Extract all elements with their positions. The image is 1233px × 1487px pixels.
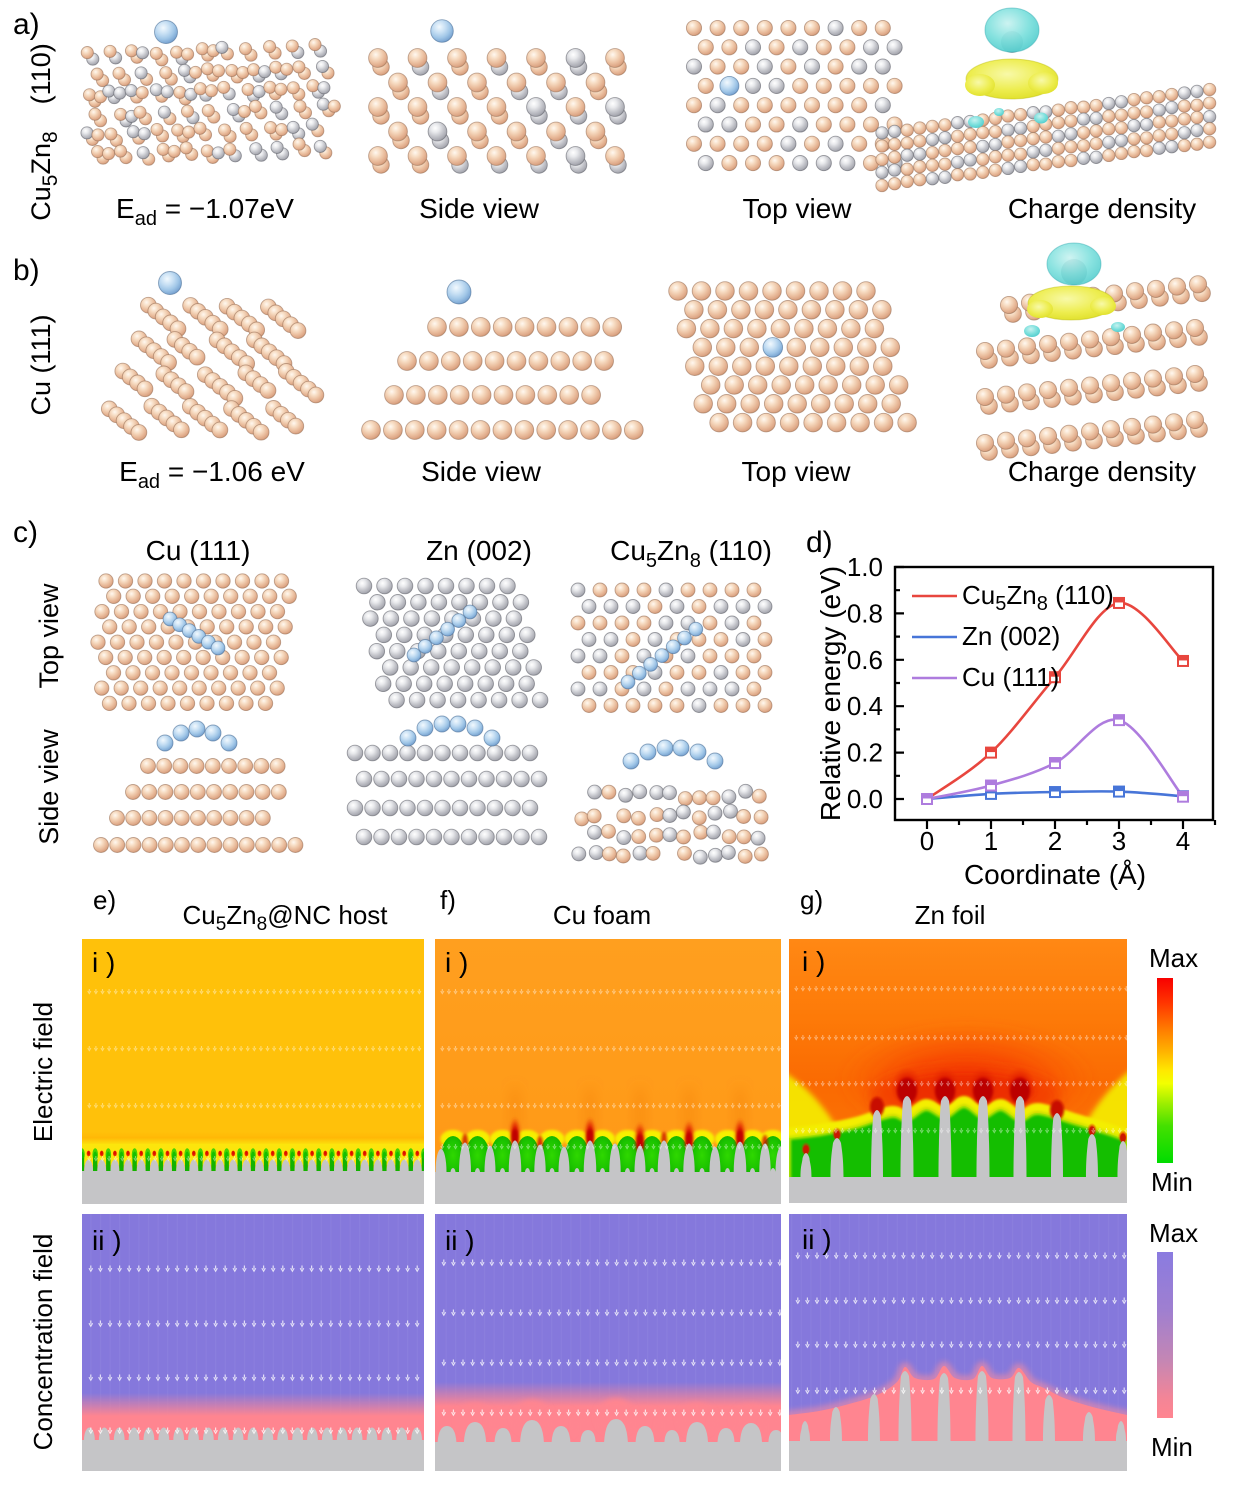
svg-text:b): b)	[13, 254, 40, 287]
svg-text:Relative energy (eV): Relative energy (eV)	[815, 566, 846, 821]
svg-text:Coordinate (Å): Coordinate (Å)	[964, 859, 1146, 890]
svg-text:e): e)	[93, 885, 116, 915]
svg-text:ii ): ii )	[802, 1224, 832, 1255]
svg-text:Concentration field: Concentration field	[28, 1234, 58, 1451]
svg-text:Cu (111): Cu (111)	[26, 314, 56, 415]
svg-text:0.8: 0.8	[847, 598, 883, 628]
svg-text:c): c)	[13, 516, 38, 549]
svg-text:Top view: Top view	[743, 193, 853, 224]
svg-text:0: 0	[920, 826, 934, 856]
svg-text:Zn (002): Zn (002)	[962, 621, 1060, 651]
svg-text:0.2: 0.2	[847, 738, 883, 768]
svg-text:d): d)	[806, 526, 833, 559]
svg-text:ii ): ii )	[92, 1225, 122, 1256]
svg-text:Top view: Top view	[742, 456, 852, 487]
svg-text:4: 4	[1176, 826, 1190, 856]
svg-text:i ): i )	[802, 946, 825, 977]
svg-text:Side view: Side view	[421, 456, 542, 487]
svg-text:a): a)	[13, 8, 40, 41]
svg-text:2: 2	[1048, 826, 1062, 856]
svg-text:Zn (002): Zn (002)	[426, 535, 532, 566]
svg-text:1.0: 1.0	[847, 552, 883, 582]
svg-text:Cu (111): Cu (111)	[962, 662, 1059, 692]
svg-text:Cu5Zn8@NC host: Cu5Zn8@NC host	[182, 900, 388, 935]
svg-text:f): f)	[440, 885, 456, 915]
svg-text:Charge density: Charge density	[1008, 193, 1196, 224]
svg-text:Min: Min	[1151, 1167, 1193, 1197]
svg-text:Ead = −1.07eV: Ead = −1.07eV	[116, 193, 294, 230]
svg-text:Charge density: Charge density	[1008, 456, 1196, 487]
svg-text:Electric field: Electric field	[28, 1002, 58, 1142]
svg-text:Top view: Top view	[34, 583, 64, 689]
svg-text:Cu (111): Cu (111)	[146, 535, 251, 566]
svg-text:Zn foil: Zn foil	[915, 900, 986, 930]
svg-text:ii ): ii )	[445, 1225, 475, 1256]
svg-text:Side view: Side view	[419, 193, 540, 224]
svg-text:3: 3	[1112, 826, 1126, 856]
svg-text:0.4: 0.4	[847, 691, 883, 721]
svg-text:Max: Max	[1149, 1218, 1198, 1248]
svg-text:Side view: Side view	[34, 729, 64, 845]
svg-text:i ): i )	[445, 947, 468, 978]
svg-text:Max: Max	[1149, 943, 1198, 973]
svg-text:Cu foam: Cu foam	[553, 900, 651, 930]
svg-text:Cu5Zn8 (110): Cu5Zn8 (110)	[962, 580, 1114, 615]
svg-text:i ): i )	[92, 947, 115, 978]
svg-text:1: 1	[984, 826, 998, 856]
svg-text:0.6: 0.6	[847, 645, 883, 675]
svg-text:Min: Min	[1151, 1432, 1193, 1462]
svg-text:g): g)	[800, 885, 823, 915]
svg-text:0.0: 0.0	[847, 784, 883, 814]
